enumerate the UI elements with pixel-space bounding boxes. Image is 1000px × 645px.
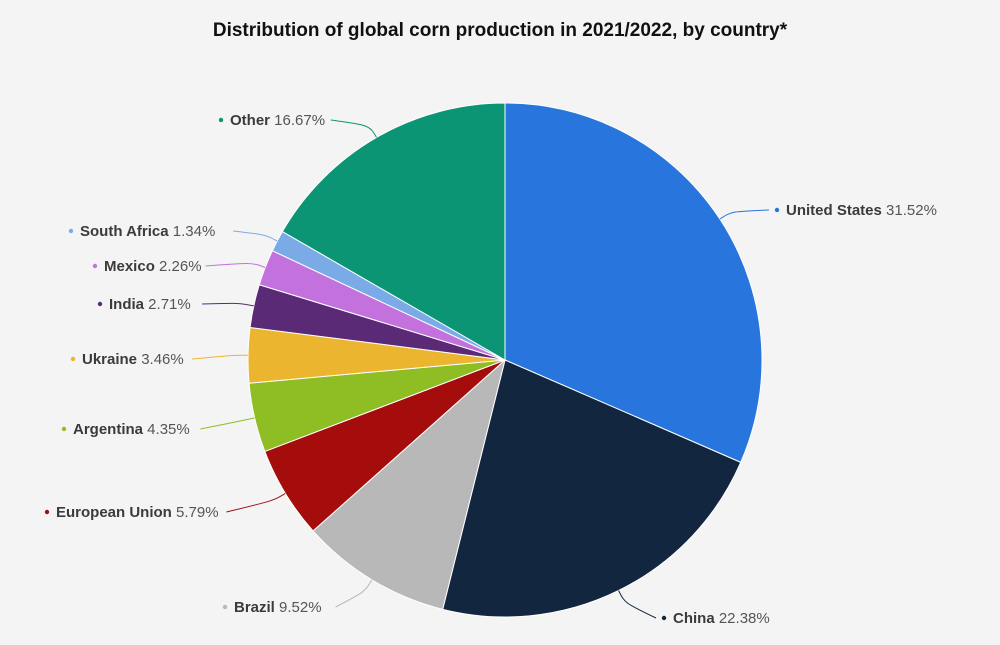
connector-south-africa	[233, 230, 278, 242]
chart-title: Distribution of global corn production i…	[212, 20, 788, 41]
slice-label-argentina: Argentina 4.35%	[73, 421, 190, 438]
connector-brazil	[335, 579, 373, 608]
slice-label-mexico: Mexico 2.26%	[104, 258, 202, 275]
slice-label-brazil: Brazil 9.52%	[234, 599, 322, 616]
connector-india	[201, 302, 254, 307]
slice-label-name: European Union	[56, 504, 172, 521]
pie-slice-united-states[interactable]	[504, 102, 763, 463]
connector-argentina	[200, 417, 255, 430]
slice-label-value: 9.52%	[275, 599, 322, 616]
legend-dot-brazil	[222, 604, 228, 610]
slice-label-european-union: European Union 5.79%	[56, 504, 219, 521]
connector-european-union	[226, 492, 286, 513]
slice-label-india: India 2.71%	[109, 296, 191, 313]
slice-label-value: 16.67%	[270, 112, 325, 129]
legend-dot-south-africa	[68, 228, 74, 234]
slice-label-value: 1.34%	[169, 223, 216, 240]
slice-label-name: China	[673, 610, 715, 627]
legend-dot-india	[97, 301, 103, 307]
slice-label-name: South Africa	[80, 223, 169, 240]
legend-dot-ukraine	[70, 356, 76, 362]
slice-label-name: Mexico	[104, 258, 155, 275]
slice-label-name: India	[109, 296, 145, 313]
slice-label-other: Other 16.67%	[230, 112, 325, 129]
legend-dot-european-union	[44, 509, 50, 515]
legend-dot-other	[218, 117, 224, 123]
slice-labels: United States 31.52% China 22.38% Brazil 9…	[44, 112, 937, 627]
slice-label-name: Brazil	[234, 599, 275, 616]
connector-united-states	[719, 209, 770, 220]
slice-label-south-africa: South Africa 1.34%	[80, 223, 215, 240]
slice-label-name: Ukraine	[82, 351, 137, 368]
slice-label-name: Other	[230, 112, 270, 129]
slice-label-united-states: United States 31.52%	[786, 202, 937, 219]
legend-dot-argentina	[61, 426, 67, 432]
legend-dot-united-states	[774, 207, 780, 213]
slice-label-value: 2.71%	[144, 296, 191, 313]
slice-label-value: 5.79%	[172, 504, 219, 521]
connector-mexico	[205, 263, 266, 268]
connector-ukraine	[192, 354, 249, 360]
slice-label-name: Argentina	[73, 421, 144, 438]
connector-other	[330, 119, 377, 138]
slice-label-value: 22.38%	[715, 610, 770, 627]
slice-label-value: 3.46%	[137, 351, 184, 368]
connector-china	[618, 590, 657, 619]
slice-label-china: China 22.38%	[673, 610, 770, 627]
pie-slices	[247, 102, 763, 618]
slice-label-value: 2.26%	[155, 258, 202, 275]
slice-label-value: 31.52%	[882, 202, 937, 219]
legend-dot-mexico	[92, 263, 98, 269]
slice-label-value: 4.35%	[143, 421, 190, 438]
slice-label-ukraine: Ukraine 3.46%	[82, 351, 184, 368]
label-connectors	[192, 119, 770, 619]
pie-slice-other[interactable]	[281, 102, 506, 361]
legend-dot-china	[661, 615, 667, 621]
slice-label-name: United States	[786, 202, 882, 219]
